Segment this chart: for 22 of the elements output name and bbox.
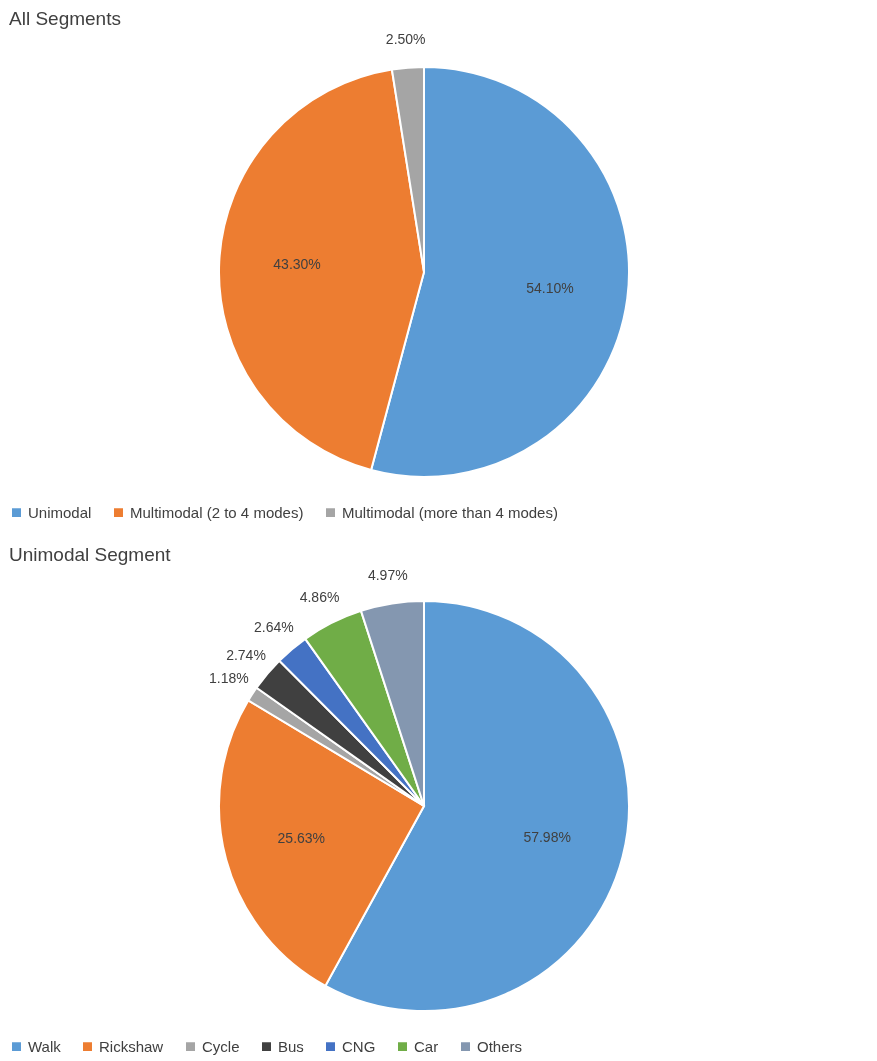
- data-label: 4.97%: [367, 566, 408, 583]
- legend-label: Rickshaw: [99, 1037, 164, 1055]
- data-label: 2.50%: [385, 30, 426, 47]
- data-label: 2.64%: [253, 618, 294, 635]
- chart-title: All Segments: [9, 7, 121, 29]
- data-label: 4.86%: [299, 588, 340, 605]
- legend-label: Others: [477, 1037, 523, 1055]
- legend-label: Car: [414, 1037, 439, 1055]
- legend-label: Multimodal (2 to 4 modes): [130, 503, 304, 521]
- data-label: 43.30%: [273, 256, 321, 273]
- legend-label: Bus: [278, 1037, 304, 1055]
- data-label: 54.10%: [526, 279, 574, 296]
- data-label: 1.18%: [209, 669, 249, 686]
- legend-label: Walk: [28, 1037, 62, 1055]
- legend-label: Unimodal: [28, 503, 92, 521]
- legend-label: Cycle: [202, 1037, 240, 1055]
- chart-title: Unimodal Segment: [9, 543, 172, 565]
- data-label: 25.63%: [277, 830, 326, 847]
- data-label: 57.98%: [523, 828, 571, 845]
- legend-label: Multimodal (more than 4 modes): [342, 503, 558, 521]
- data-label: 2.74%: [226, 646, 266, 663]
- legend-label: CNG: [342, 1037, 376, 1055]
